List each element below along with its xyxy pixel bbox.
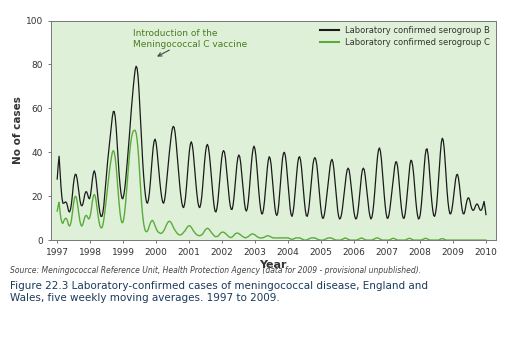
Legend: Laboratory confirmed serogroup B, Laboratory confirmed serogroup C: Laboratory confirmed serogroup B, Labora… [318, 25, 491, 49]
Text: Introduction of the
Meningococcal C vaccine: Introduction of the Meningococcal C vacc… [133, 29, 247, 56]
X-axis label: Year: Year [259, 260, 286, 270]
Y-axis label: No of cases: No of cases [13, 96, 23, 164]
Text: Figure 22.3 Laboratory-confirmed cases of meningococcal disease, England and
Wal: Figure 22.3 Laboratory-confirmed cases o… [10, 281, 427, 303]
Text: Source: Meningococcal Reference Unit, Health Protection Agency (data for 2009 - : Source: Meningococcal Reference Unit, He… [10, 266, 421, 275]
